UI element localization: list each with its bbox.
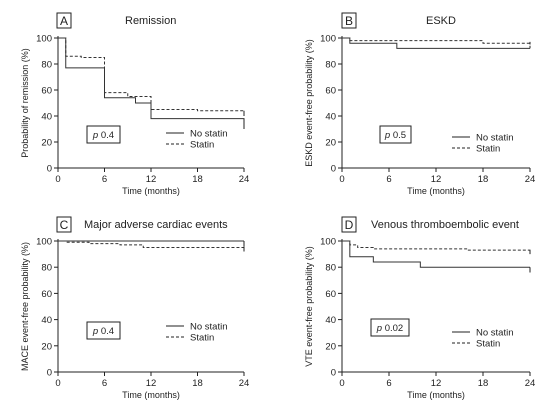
y-tick-label: 0 xyxy=(47,164,52,175)
statin-line xyxy=(58,240,245,249)
p-value-text: p 0.5 xyxy=(384,130,406,141)
y-tick-label: 0 xyxy=(331,368,336,379)
panel-letter-box xyxy=(56,12,72,29)
p-value-text: p 0.02 xyxy=(376,323,403,334)
y-tick-label: 100 xyxy=(320,34,336,45)
x-tick-label: 12 xyxy=(431,174,442,185)
panel-a: A Remission 0 20 40 60 80 100 0 6 12 18 24 Time (mont… xyxy=(20,12,250,196)
y-tick-label: 80 xyxy=(325,60,336,71)
statin-line xyxy=(342,240,531,252)
x-tick-label: 0 xyxy=(339,174,344,185)
legend-label: Statin xyxy=(190,140,214,151)
y-tick-label: 100 xyxy=(320,237,336,248)
p-value-box xyxy=(86,321,121,340)
panel-d: D Venous thromboembolic event020406080100… xyxy=(304,216,536,400)
panel-b: B ESKD 0 20 40 60 80 100 0 6 12 18 24 Time (months) ES… xyxy=(304,12,536,196)
p-value-box xyxy=(86,125,121,144)
x-tick-label: 18 xyxy=(192,378,203,389)
x-tick-label: 24 xyxy=(525,174,536,185)
x-tick-label: 24 xyxy=(525,378,536,389)
legend-label: No statin xyxy=(476,133,514,144)
y-tick-label: 0 xyxy=(47,368,52,379)
y-tick-label: 60 xyxy=(41,86,52,97)
y-tick-label: 20 xyxy=(325,341,336,352)
statin-line xyxy=(342,37,531,45)
x-tick-label: 0 xyxy=(55,378,60,389)
x-tick-label: 12 xyxy=(431,378,442,389)
legend-label: No statin xyxy=(190,322,228,333)
legend-label: Statin xyxy=(190,333,214,344)
y-tick-label: 40 xyxy=(325,315,336,326)
y-tick-label: 80 xyxy=(41,60,52,71)
y-axis-label: ESKD event-free probability (%) xyxy=(304,39,314,167)
x-tick-label: 0 xyxy=(339,378,344,389)
legend-label: Statin xyxy=(476,339,500,350)
y-tick-label: 60 xyxy=(41,289,52,300)
p-value-box xyxy=(379,125,412,144)
x-axis-label: Time (months) xyxy=(407,186,465,196)
y-axis-label: Probability of remission (%) xyxy=(20,48,30,158)
chart-title: Major adverse cardiac events xyxy=(84,219,228,231)
panel-letter-box xyxy=(341,216,357,233)
p-value-text: p 0.4 xyxy=(92,130,114,141)
x-tick-label: 18 xyxy=(478,174,489,185)
x-tick-label: 0 xyxy=(55,174,60,185)
x-tick-label: 18 xyxy=(478,378,489,389)
legend-label: No statin xyxy=(476,328,514,339)
panel-letter: C xyxy=(60,218,69,232)
p-value-text: p 0.4 xyxy=(92,326,114,337)
chart-title: Venous thromboembolic event xyxy=(371,219,519,231)
panel-c: C Major adverse cardiac events02040608010… xyxy=(20,216,250,400)
x-tick-label: 12 xyxy=(146,174,157,185)
x-tick-label: 6 xyxy=(102,174,107,185)
x-axis-label: Time (months) xyxy=(122,390,180,400)
panel-letter-box xyxy=(56,216,72,233)
no-statin-line xyxy=(58,37,245,129)
p-value-box xyxy=(370,318,410,337)
y-tick-label: 100 xyxy=(36,34,52,45)
y-tick-label: 0 xyxy=(331,164,336,175)
y-tick-label: 40 xyxy=(325,112,336,123)
panel-letter: A xyxy=(60,14,68,28)
y-tick-label: 20 xyxy=(325,138,336,149)
legend-label: No statin xyxy=(190,129,228,140)
y-tick-label: 100 xyxy=(36,237,52,248)
y-tick-label: 80 xyxy=(325,263,336,274)
x-tick-label: 6 xyxy=(102,378,107,389)
x-axis-label: Time (months) xyxy=(122,186,180,196)
no-statin-line xyxy=(342,240,530,268)
statin-line xyxy=(58,37,245,116)
y-axis-label: VTE event-free probability (%) xyxy=(304,246,314,367)
panel-letter: D xyxy=(345,218,354,232)
x-tick-label: 24 xyxy=(239,174,250,185)
x-axis-label: Time (months) xyxy=(407,390,465,400)
x-tick-label: 12 xyxy=(146,378,157,389)
y-tick-label: 20 xyxy=(41,341,52,352)
y-tick-label: 40 xyxy=(41,112,52,123)
y-tick-label: 80 xyxy=(41,263,52,274)
chart-title: Remission xyxy=(125,15,176,27)
x-tick-label: 18 xyxy=(192,174,203,185)
y-tick-label: 60 xyxy=(325,86,336,97)
x-tick-label: 24 xyxy=(239,378,250,389)
y-axis-label: MACE event-free probability (%) xyxy=(20,242,30,371)
y-tick-label: 40 xyxy=(41,315,52,326)
panel-letter-box xyxy=(341,12,357,29)
y-tick-label: 20 xyxy=(41,138,52,149)
x-tick-label: 6 xyxy=(386,378,391,389)
legend-label: Statin xyxy=(476,144,500,155)
chart-title: ESKD xyxy=(426,15,456,27)
y-tick-label: 60 xyxy=(325,289,336,300)
x-tick-label: 6 xyxy=(386,174,391,185)
panel-letter: B xyxy=(345,14,353,28)
